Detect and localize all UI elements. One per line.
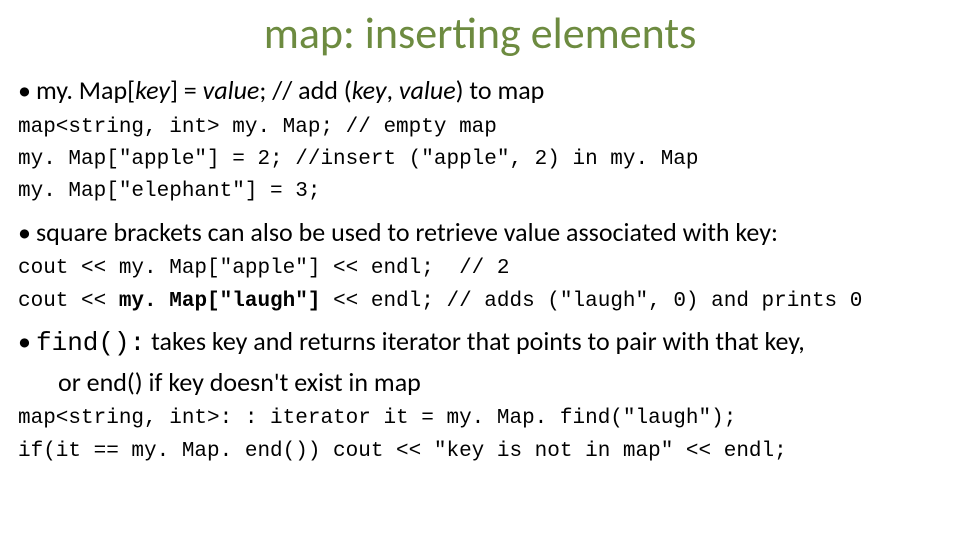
- code-block-3: map<string, int>: : iterator it = my. Ma…: [18, 404, 942, 467]
- slide-title: map: inserting elements: [18, 6, 942, 60]
- c2l2c: << endl; // adds ("laugh", 0) and prints…: [320, 290, 862, 313]
- bullet-dot: •: [18, 74, 31, 107]
- b1-key: key: [135, 74, 170, 106]
- b1-pre: my. Map[: [36, 74, 135, 106]
- b1-mid1: ] =: [170, 74, 203, 106]
- code3-line2: if(it == my. Map. end()) cout << "key is…: [18, 437, 942, 467]
- b3-text: takes key and returns iterator that poin…: [145, 325, 804, 357]
- b1-sep: ,: [387, 74, 399, 106]
- b1-end: ) to map: [456, 74, 545, 106]
- b1-key2: key: [352, 74, 387, 106]
- code-block-1: map<string, int> my. Map; // empty map m…: [18, 113, 942, 208]
- bullet-dot: •: [18, 216, 31, 249]
- code3-line1: map<string, int>: : iterator it = my. Ma…: [18, 404, 942, 434]
- b1-val2: value: [399, 74, 456, 106]
- bullet-3: • find(): takes key and returns iterator…: [18, 325, 942, 360]
- b1-mid2: ; // add (: [259, 74, 351, 106]
- code2-line1: cout << my. Map["apple"] << endl; // 2: [18, 254, 942, 284]
- code1-line3: my. Map["elephant"] = 3;: [18, 177, 942, 207]
- b1-val: value: [203, 74, 260, 106]
- bullet-2: • square brackets can also be used to re…: [18, 216, 942, 249]
- code2-line2: cout << my. Map["laugh"] << endl; // add…: [18, 287, 942, 317]
- bullet-1: • my. Map[key] = value; // add (key, val…: [18, 74, 942, 107]
- code1-line1: map<string, int> my. Map; // empty map: [18, 113, 942, 143]
- b2-text: square brackets can also be used to retr…: [36, 216, 778, 248]
- b3-code: find():: [36, 328, 145, 358]
- code-block-2: cout << my. Map["apple"] << endl; // 2 c…: [18, 254, 942, 317]
- c2l2b: my. Map["laugh"]: [119, 290, 321, 313]
- bullet-3-cont: or end() if key doesn't exist in map: [18, 366, 942, 399]
- c2l2a: cout <<: [18, 290, 119, 313]
- bullet-dot: •: [18, 325, 31, 358]
- code1-line2: my. Map["apple"] = 2; //insert ("apple",…: [18, 145, 942, 175]
